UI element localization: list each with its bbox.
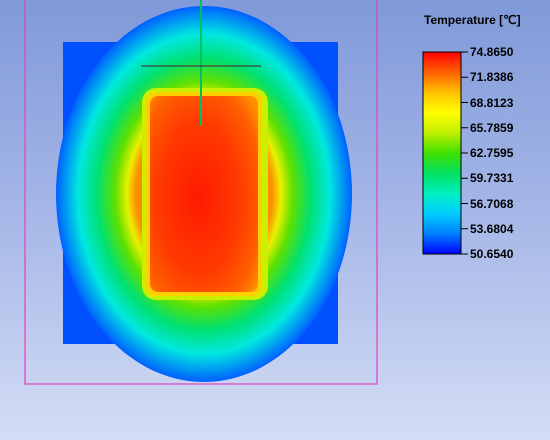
- legend-tick-label: 59.7331: [470, 171, 514, 186]
- legend-tick-label: 68.8123: [470, 95, 514, 110]
- legend-title: Temperature [℃]: [424, 13, 521, 27]
- legend-tick-label: 65.7859: [470, 120, 514, 135]
- legend-tick-label: 53.6804: [470, 221, 514, 236]
- legend-tick-label: 62.7595: [470, 146, 514, 160]
- legend-tick-label: 56.7068: [470, 196, 514, 211]
- legend-ticks: [461, 51, 468, 255]
- legend-tick-label: 71.8386: [470, 70, 514, 85]
- heat-source-block: [150, 96, 258, 292]
- enclosure-outline: [24, 0, 378, 385]
- legend-color-bar: [422, 51, 462, 255]
- legend-tick-label: 50.6540: [470, 247, 514, 261]
- legend-tick-label: 74.8650: [470, 45, 514, 59]
